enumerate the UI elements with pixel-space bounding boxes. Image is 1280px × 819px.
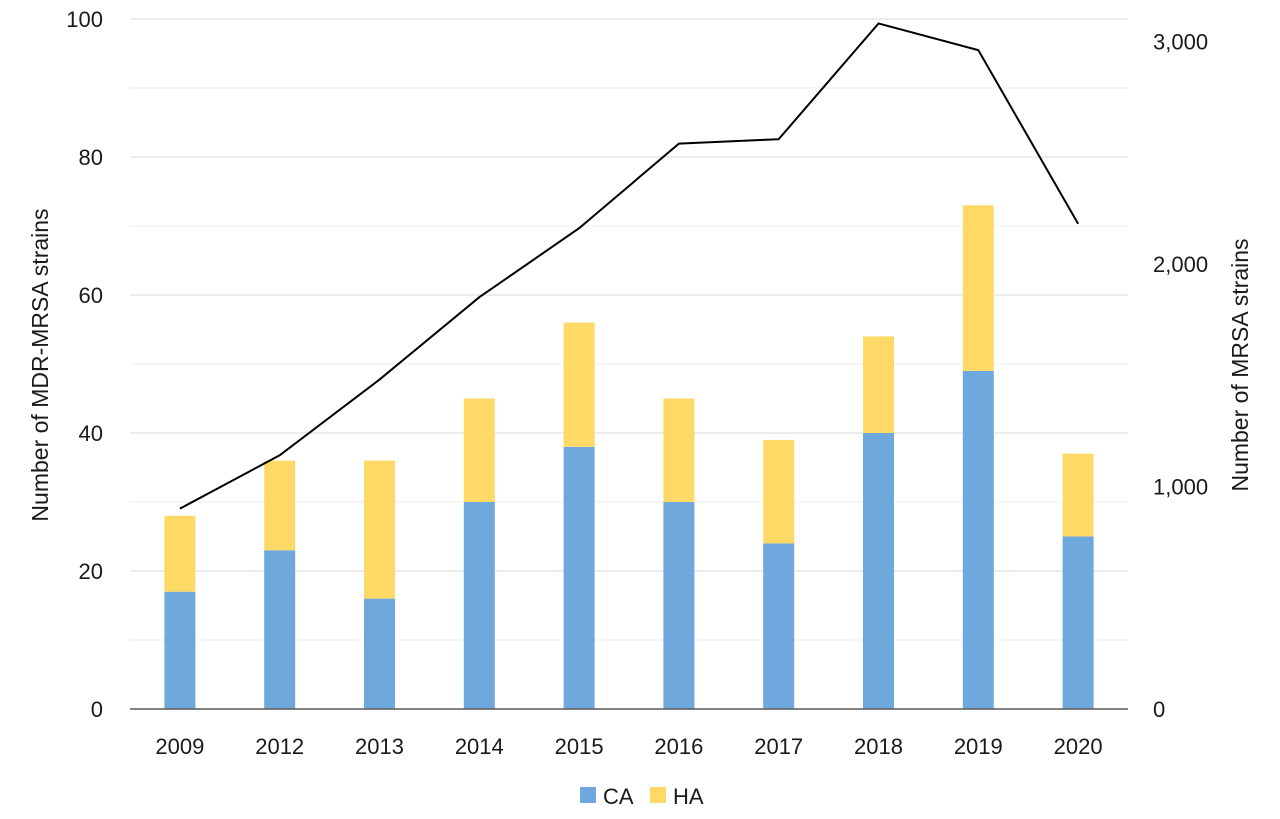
bar-ca-2020	[1062, 536, 1094, 709]
bar-ha-2013	[364, 460, 395, 599]
x-tick-label-2019: 2019	[954, 734, 1003, 759]
bar-ca-2009	[164, 591, 196, 709]
bar-ca-2019	[962, 370, 994, 709]
x-tick-label-2013: 2013	[355, 734, 404, 759]
bars	[164, 205, 1094, 709]
x-tick-label-2014: 2014	[455, 734, 504, 759]
y-left-tick-label: 60	[79, 283, 103, 308]
legend: CA HA	[580, 784, 704, 809]
x-axis-ticks: 2009 2012 2013 2014 2015 2016 2017 2018 2019 2020	[155, 734, 1102, 759]
bar-ha-2020	[1062, 453, 1094, 537]
bar-ca-2015	[563, 446, 595, 709]
legend-swatch-ca	[580, 787, 596, 803]
bar-ha-2016	[663, 398, 695, 502]
bar-ca-2017	[763, 543, 795, 709]
bar-ca-2014	[463, 502, 495, 709]
bar-ha-2015	[563, 322, 595, 447]
bar-ha-2019	[962, 205, 994, 371]
x-tick-label-2012: 2012	[255, 734, 304, 759]
bar-ca-2016	[663, 502, 695, 709]
y-right-tick-label: 0	[1153, 697, 1165, 722]
x-tick-label-2020: 2020	[1054, 734, 1103, 759]
y-left-tick-label: 0	[91, 697, 103, 722]
bar-ca-2018	[863, 433, 894, 709]
bar-ca-2013	[364, 598, 395, 709]
bar-ha-2014	[463, 398, 495, 502]
legend-label-ca: CA	[603, 784, 634, 809]
y-right-tick-label: 3,000	[1153, 29, 1208, 54]
x-tick-label-2009: 2009	[155, 734, 204, 759]
y-left-tick-label: 20	[79, 559, 103, 584]
legend-label-ha: HA	[673, 784, 704, 809]
x-tick-label-2017: 2017	[754, 734, 803, 759]
bar-ca-2012	[264, 550, 296, 709]
line-series	[179, 22, 1079, 510]
line-mrsa-strains	[179, 22, 1079, 510]
gridlines	[130, 18, 1128, 641]
y-axis-left-ticks: 0 20 40 60 80 100	[66, 7, 103, 722]
y-axis-right-ticks: 0 1,000 2,000 3,000	[1153, 29, 1208, 722]
y-axis-left-title: Number of MDR-MRSA strains	[27, 208, 53, 521]
bar-ha-2009	[164, 515, 196, 592]
x-tick-label-2018: 2018	[854, 734, 903, 759]
y-axis-right-title: Number of MRSA strains	[1227, 238, 1253, 491]
x-tick-label-2015: 2015	[555, 734, 604, 759]
bar-ha-2017	[763, 439, 795, 544]
bar-ha-2018	[863, 336, 894, 433]
bar-ha-2012	[264, 460, 296, 551]
y-right-tick-label: 1,000	[1153, 474, 1208, 499]
y-left-tick-label: 80	[79, 145, 103, 170]
x-tick-label-2016: 2016	[654, 734, 703, 759]
legend-swatch-ha	[650, 787, 666, 803]
y-right-tick-label: 2,000	[1153, 252, 1208, 277]
y-left-tick-label: 100	[66, 7, 103, 32]
y-left-tick-label: 40	[79, 421, 103, 446]
